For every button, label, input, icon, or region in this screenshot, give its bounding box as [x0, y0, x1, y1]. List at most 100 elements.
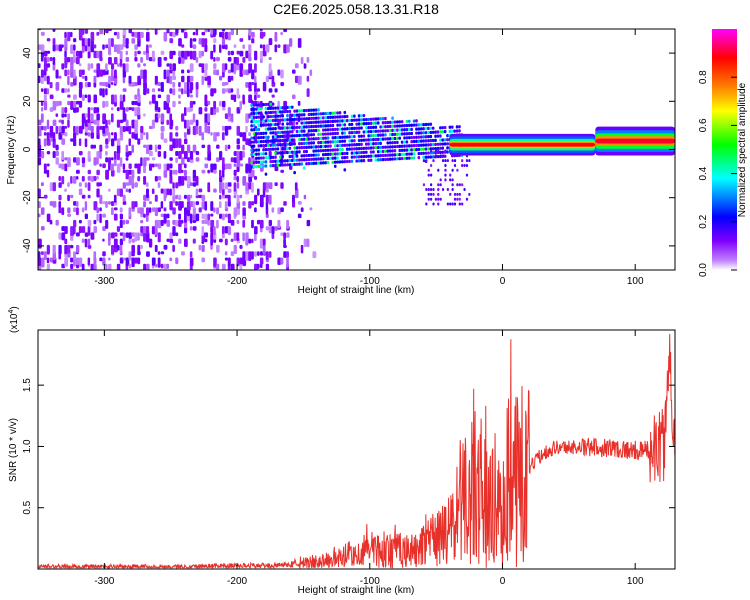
spectrogram-cell	[64, 163, 68, 172]
spectrogram-cell	[424, 151, 428, 155]
spectrogram-cell	[40, 125, 44, 131]
spectrogram-cell	[312, 133, 316, 137]
spectrogram-cell	[181, 113, 185, 122]
spectrogram-cell	[233, 232, 238, 241]
spectrogram-cell	[297, 100, 301, 106]
spectrogram-cell	[381, 158, 385, 162]
spectrogram-cell	[55, 157, 59, 165]
spectrogram-cell	[163, 69, 167, 80]
spectrogram-cell	[189, 107, 193, 112]
spectrogram-cell	[87, 219, 92, 227]
spectrogram-cell	[148, 207, 152, 213]
spectrogram-cell	[269, 114, 273, 119]
spectrogram-cell	[75, 100, 80, 105]
spectrogram-cell	[248, 44, 252, 54]
spectrogram-cell	[405, 152, 409, 156]
spectrogram-cell	[239, 38, 244, 42]
spectrogram-cell	[236, 176, 239, 183]
spectrogram-cell	[137, 138, 141, 145]
spectrogram-cell	[122, 201, 127, 205]
spectrogram-cell	[292, 94, 296, 100]
spectrogram-cell	[269, 131, 273, 135]
spectrogram-cell	[125, 56, 130, 62]
spectrogram-cell	[108, 38, 112, 47]
spectrogram-cell	[465, 163, 469, 167]
spectrogram-cell	[75, 201, 79, 207]
spectrogram-cell	[119, 232, 124, 236]
spectrogram-cell	[393, 140, 397, 145]
snr-plot-area	[38, 330, 675, 569]
spectrogram-cell	[163, 56, 168, 61]
spectrogram-cell	[281, 163, 284, 167]
spectrogram-cell	[268, 88, 273, 93]
spectrogram-cell	[119, 207, 123, 213]
spectrogram-cell	[119, 119, 124, 124]
spectrogram-cell	[81, 163, 86, 168]
spectrogram-cell	[252, 124, 256, 128]
spectrogram-cell	[67, 31, 71, 42]
spectrogram-cell	[415, 123, 418, 127]
spectrogram-cell	[331, 119, 335, 123]
spectrogram-cell	[204, 219, 208, 225]
spectrogram-cell	[108, 188, 111, 192]
spectrogram-cell	[58, 163, 62, 169]
spectrogram-cell	[189, 182, 194, 187]
spectrogram-cell	[431, 155, 435, 159]
spectrogram-cell	[283, 163, 287, 167]
spectrogram-cell	[110, 157, 114, 161]
spectrogram-cell	[288, 126, 292, 130]
spectrogram-cell	[55, 150, 60, 157]
spectrogram-cell	[326, 144, 330, 148]
spectrogram-cell	[137, 31, 141, 41]
spectrogram-cell	[230, 94, 235, 101]
spectrogram-cell	[122, 29, 127, 36]
spectrogram-cell	[40, 100, 44, 107]
spectrogram-cell	[230, 251, 235, 257]
spectrogram-cell	[64, 238, 68, 245]
spectrogram-cell	[456, 197, 459, 201]
spectrogram-cell	[295, 121, 299, 125]
spectrogram-cell	[102, 213, 106, 218]
spectrogram-cell	[305, 162, 308, 166]
spectrogram-cell	[437, 149, 440, 153]
spectrogram-cell	[81, 176, 85, 182]
spectrogram-cell	[49, 82, 53, 89]
spectrogram-cell	[239, 244, 243, 249]
spectrogram-cell	[324, 140, 327, 144]
spectrogram-cell	[407, 127, 411, 132]
spectrogram-cell	[353, 118, 356, 122]
spectrogram-cell	[468, 192, 471, 196]
spectrogram-cell	[405, 144, 409, 148]
spectrogram-cell	[422, 127, 425, 131]
spectrogram-cell	[131, 100, 135, 106]
spectrogram-cell	[384, 121, 387, 125]
spectrogram-cell	[317, 161, 320, 165]
spectrogram-cell	[110, 232, 115, 239]
spectrogram-cell	[468, 159, 471, 163]
spectrogram-cell	[151, 163, 155, 168]
spectrogram-cell	[192, 219, 197, 223]
spectrogram-cell	[186, 194, 191, 202]
spectrogram-cell	[221, 29, 226, 32]
spectrogram-cell	[441, 142, 445, 146]
spectrogram-cell	[343, 139, 347, 143]
spectrogram-cell	[251, 251, 254, 260]
spectrogram-cell	[286, 130, 289, 134]
spectrogram-cell	[113, 238, 118, 248]
spectrogram-cell	[93, 94, 98, 104]
spectrogram-cell	[369, 138, 373, 142]
spectrogram-cell	[96, 113, 100, 121]
spectrogram-cell	[443, 130, 447, 134]
spectrogram-cell	[108, 263, 112, 270]
spectrogram-cell	[201, 31, 206, 36]
spectrogram-cell	[264, 107, 268, 111]
spectrogram-cell	[73, 38, 77, 43]
spectrogram-cell	[40, 56, 44, 62]
spectrogram-cell	[146, 226, 150, 234]
spectrogram-cell	[317, 157, 320, 161]
colorbar-tick-label: 0.0	[698, 263, 709, 277]
spectrogram-cell	[251, 182, 254, 193]
spectrogram-cell	[446, 150, 449, 154]
spectrogram-cell	[262, 144, 265, 148]
spectrogram-cell	[256, 188, 260, 196]
